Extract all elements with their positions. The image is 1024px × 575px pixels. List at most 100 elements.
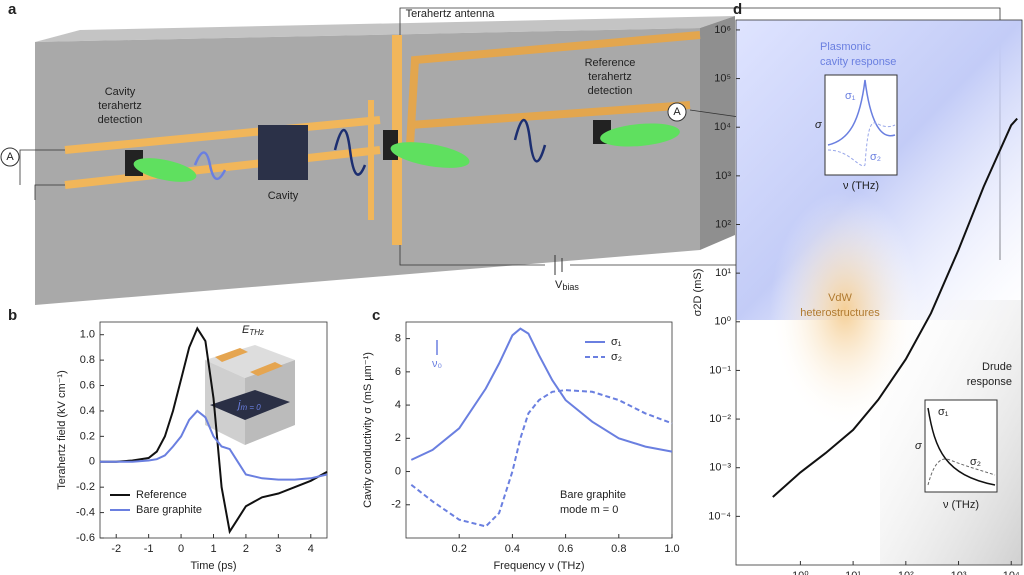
y-axis-label: Terahertz field (kV cm⁻¹) <box>56 370 68 490</box>
legend-label: σ₁ <box>611 336 622 348</box>
device-diagram <box>0 7 1001 305</box>
plot-frame <box>405 321 673 539</box>
panel-letter: d <box>733 1 742 18</box>
y-tick-label: 1.0 <box>80 329 95 341</box>
meter: A <box>6 151 14 163</box>
x-tick-label: 10⁴ <box>1003 570 1020 575</box>
y-tick-label: 8 <box>395 333 401 345</box>
y-tick-label: 10¹ <box>715 267 731 279</box>
x-tick-label: 3 <box>275 543 281 555</box>
label: Cavity <box>105 86 136 98</box>
inset-label: jm = 0 <box>236 399 261 412</box>
y-tick-label: 10⁻³ <box>709 462 731 474</box>
x-tick-label: 0.8 <box>611 543 626 555</box>
inset-label: σ₂ <box>970 456 981 468</box>
y-tick-label: 0 <box>395 465 401 477</box>
inset-label: σ <box>815 119 822 131</box>
panel-letter: a <box>8 1 17 18</box>
y-tick-label: 10² <box>715 218 731 230</box>
x-tick-label: 0.2 <box>452 543 467 555</box>
y-tick-label: 10⁵ <box>714 72 731 84</box>
y-tick-label: 6 <box>395 366 401 378</box>
legend-label: σ₂ <box>611 351 622 363</box>
region-label: response <box>967 376 1012 388</box>
y-tick-label: 2 <box>395 432 401 444</box>
y-tick-label: 10⁰ <box>714 316 731 328</box>
inset-label: σ₁ <box>938 406 949 418</box>
y-tick-label: 10⁻² <box>709 413 731 425</box>
label: bias <box>562 282 579 292</box>
x-tick-label: 0.4 <box>505 543 520 555</box>
inset-label: THz <box>249 328 264 337</box>
series-line <box>772 117 1018 498</box>
label: V <box>555 279 563 291</box>
label: detection <box>588 85 633 97</box>
meter: A <box>673 106 681 118</box>
y-tick-label: 10⁴ <box>714 121 731 133</box>
region-label: Plasmonic <box>820 41 871 53</box>
y-axis-label: σ2D (mS) <box>692 269 704 317</box>
series-line <box>100 326 328 535</box>
x-tick-label: 4 <box>308 543 314 555</box>
label: Cavity <box>268 190 299 202</box>
y-tick-label: 10⁶ <box>714 24 731 36</box>
inset-label: ETHz <box>242 324 264 337</box>
y-tick-label: -0.6 <box>76 532 95 544</box>
annotation: ν₀ <box>432 358 442 370</box>
y-tick-label: 0.4 <box>80 405 95 417</box>
series-line <box>100 409 328 481</box>
y-tick-label: 0.6 <box>80 379 95 391</box>
inset-device <box>205 345 295 445</box>
y-tick-label: 10³ <box>715 170 731 182</box>
inset-label: ν (THz) <box>943 499 979 511</box>
x-tick-label: 1.0 <box>664 543 679 555</box>
label: Reference <box>585 57 636 69</box>
inset-label: m = 0 <box>240 403 261 412</box>
x-axis-label: Time (ps) <box>190 560 236 572</box>
inset-label: σ <box>915 440 922 452</box>
x-tick-label: 10² <box>898 570 914 575</box>
inset-plot <box>824 74 998 493</box>
series-line <box>410 389 673 528</box>
label: Vbias <box>555 279 579 292</box>
plot-frame <box>735 19 1023 566</box>
legend-label: Reference <box>136 489 187 501</box>
y-tick-label: 0.8 <box>80 354 95 366</box>
x-tick-label: 10¹ <box>845 570 861 575</box>
x-tick-label: 0 <box>178 543 184 555</box>
region-label: cavity response <box>820 56 896 68</box>
y-tick-label: 0 <box>89 456 95 468</box>
inset-label: ν (THz) <box>843 180 879 192</box>
region-label: Drude <box>982 361 1012 373</box>
annotation: Bare graphite <box>560 489 626 501</box>
y-tick-label: 10⁻⁴ <box>708 510 731 522</box>
inset-label: E <box>242 324 250 336</box>
y-tick-label: 0.2 <box>80 430 95 442</box>
label: terahertz <box>98 100 141 112</box>
x-tick-label: 2 <box>243 543 249 555</box>
y-tick-label: -0.4 <box>76 506 95 518</box>
region-label: VdW <box>828 292 852 304</box>
x-tick-label: 10⁰ <box>792 570 809 575</box>
y-tick-label: -0.2 <box>76 481 95 493</box>
y-tick-label: 10⁻¹ <box>709 364 731 376</box>
x-axis-label: Frequency ν (THz) <box>493 560 584 572</box>
x-tick-label: -2 <box>111 543 121 555</box>
x-tick-label: 0.6 <box>558 543 573 555</box>
series-line <box>410 327 673 461</box>
label: detection <box>98 114 143 126</box>
legend-label: Bare graphite <box>136 504 202 516</box>
inset-label: j <box>236 399 241 411</box>
panel-letter: b <box>8 307 17 324</box>
plot-frame <box>99 321 328 539</box>
y-axis-label: Cavity conductivity σ (mS µm⁻¹) <box>362 352 374 508</box>
y-tick-label: 4 <box>395 399 401 411</box>
inset-label: σ₁ <box>845 90 856 102</box>
region-label: heterostructures <box>800 307 880 319</box>
x-tick-label: 10³ <box>951 570 967 575</box>
panel-letter: c <box>372 307 380 324</box>
label: terahertz <box>588 71 631 83</box>
annotation: mode m = 0 <box>560 504 618 516</box>
x-tick-label: -1 <box>144 543 154 555</box>
